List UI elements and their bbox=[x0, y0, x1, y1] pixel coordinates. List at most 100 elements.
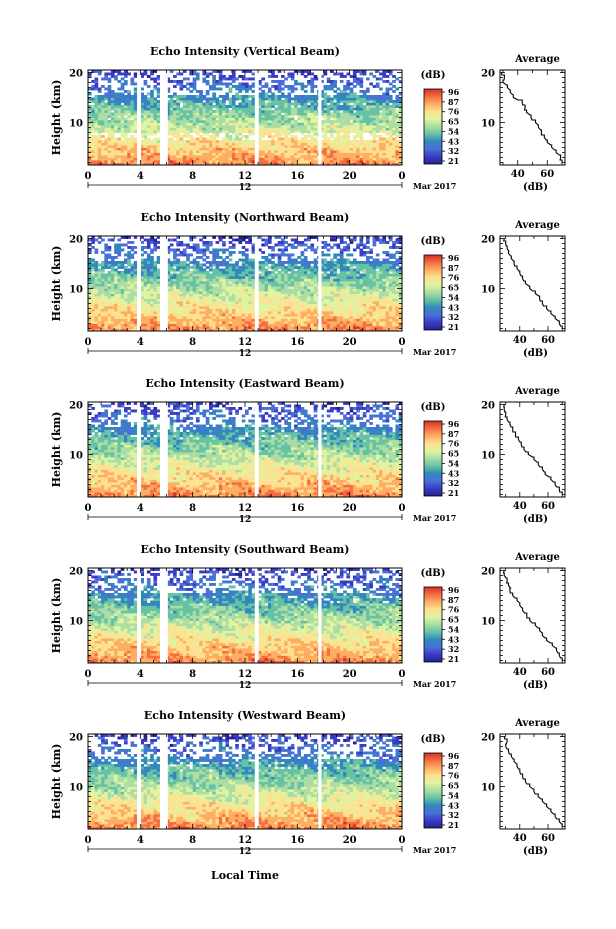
heatmap-cell bbox=[225, 85, 230, 88]
heatmap-cell bbox=[153, 97, 158, 101]
heatmap-cell bbox=[94, 157, 99, 161]
heatmap-cell bbox=[130, 137, 135, 141]
heatmap-cell bbox=[146, 110, 151, 113]
heatmap-cell bbox=[120, 308, 125, 312]
heatmap-cell bbox=[150, 77, 154, 81]
heatmap-cell bbox=[303, 328, 308, 332]
heatmap-cell bbox=[120, 125, 125, 128]
heatmap-cell bbox=[320, 127, 324, 131]
heatmap-cell bbox=[153, 145, 158, 148]
heatmap-cell bbox=[241, 85, 246, 88]
heatmap-cell bbox=[176, 308, 180, 312]
heatmap-cell bbox=[336, 286, 341, 289]
heatmap-cell bbox=[343, 125, 347, 128]
heatmap-cell bbox=[251, 127, 256, 131]
heatmap-cell bbox=[199, 150, 203, 153]
heatmap-cell bbox=[303, 105, 308, 108]
heatmap-cell bbox=[349, 107, 354, 111]
heatmap-cell bbox=[388, 306, 393, 309]
heatmap-cell bbox=[97, 127, 102, 131]
heatmap-cell bbox=[238, 318, 243, 322]
heatmap-cell bbox=[264, 92, 269, 96]
heatmap-cell bbox=[277, 137, 282, 141]
heatmap-cell bbox=[245, 152, 249, 156]
heatmap-cell bbox=[189, 82, 194, 86]
heatmap-cell bbox=[231, 142, 236, 146]
heatmap-cell bbox=[395, 97, 400, 101]
heatmap-cell bbox=[290, 301, 295, 304]
heatmap-cell bbox=[222, 127, 226, 131]
heatmap-cell bbox=[215, 107, 220, 111]
heatmap-cell bbox=[94, 130, 99, 133]
heatmap-cell bbox=[343, 110, 347, 113]
heatmap-cell bbox=[372, 95, 377, 98]
heatmap-cell bbox=[218, 303, 223, 307]
heatmap-cell bbox=[192, 112, 197, 116]
heatmap-cell bbox=[209, 142, 213, 146]
heatmap-cell bbox=[398, 308, 403, 312]
heatmap-cell bbox=[114, 296, 118, 299]
heatmap-cell bbox=[297, 323, 301, 327]
heatmap-cell bbox=[127, 152, 131, 156]
heatmap-cell bbox=[310, 117, 315, 121]
heatmap-cell bbox=[307, 155, 311, 158]
heatmap-cell bbox=[127, 130, 131, 133]
heatmap-cell bbox=[346, 137, 351, 141]
heatmap-cell bbox=[277, 140, 282, 143]
heatmap-cell bbox=[143, 145, 148, 148]
heatmap-cell bbox=[320, 157, 324, 161]
heatmap-cell bbox=[101, 303, 105, 307]
heatmap-cell bbox=[176, 147, 180, 151]
heatmap-cell bbox=[88, 132, 92, 136]
heatmap-cell bbox=[192, 321, 197, 324]
heatmap-cell bbox=[231, 140, 236, 143]
heatmap-cell bbox=[150, 125, 154, 128]
heatmap-cell bbox=[310, 102, 315, 106]
panel-1: Echo Intensity (Vertical Beam)0 4 8 12 16 20 0… bbox=[50, 45, 566, 193]
heatmap-cell bbox=[339, 147, 344, 151]
heatmap-cell bbox=[356, 328, 360, 332]
heatmap-cell bbox=[320, 155, 324, 158]
heatmap-cell bbox=[313, 105, 318, 108]
heatmap-cell bbox=[222, 97, 226, 101]
heatmap-cell bbox=[313, 311, 318, 314]
heatmap-cell bbox=[241, 100, 246, 103]
heatmap-cell bbox=[130, 127, 135, 131]
heatmap-cell bbox=[326, 77, 331, 81]
heatmap-cell bbox=[101, 311, 105, 314]
heatmap-cell bbox=[205, 72, 210, 76]
heatmap-cell bbox=[120, 117, 125, 121]
heatmap-cell bbox=[88, 326, 92, 329]
heatmap-cell bbox=[359, 85, 364, 88]
heatmap-cell bbox=[123, 281, 128, 284]
heatmap-cell bbox=[225, 296, 230, 299]
heatmap-cell bbox=[130, 321, 135, 324]
heatmap-cell bbox=[166, 132, 171, 136]
heatmap-cell bbox=[241, 115, 246, 118]
heatmap-cell bbox=[146, 323, 151, 327]
heatmap-cell bbox=[258, 160, 262, 163]
heatmap-cell bbox=[359, 80, 364, 83]
heatmap-cell bbox=[110, 115, 115, 118]
heatmap-cell bbox=[173, 140, 177, 143]
heatmap-cell bbox=[267, 150, 272, 153]
heatmap-cell bbox=[339, 120, 344, 123]
heatmap-cell bbox=[382, 328, 387, 332]
heatmap-cell bbox=[274, 95, 279, 98]
heatmap-cell bbox=[274, 283, 279, 287]
heatmap-cell bbox=[379, 87, 383, 91]
heatmap-cell bbox=[150, 102, 154, 106]
heatmap-cell bbox=[225, 152, 230, 156]
heatmap-cell bbox=[186, 323, 190, 327]
heatmap-cell bbox=[169, 70, 174, 73]
heatmap-cell bbox=[307, 125, 311, 128]
heatmap-cell bbox=[303, 160, 308, 163]
heatmap-cell bbox=[205, 298, 210, 302]
heatmap-cell bbox=[287, 140, 292, 143]
heatmap-cell bbox=[97, 142, 102, 146]
heatmap-cell bbox=[107, 145, 112, 148]
heatmap-cell bbox=[339, 130, 344, 133]
heatmap-cell bbox=[88, 115, 92, 118]
heatmap-cell bbox=[173, 323, 177, 327]
heatmap-cell bbox=[140, 132, 144, 136]
